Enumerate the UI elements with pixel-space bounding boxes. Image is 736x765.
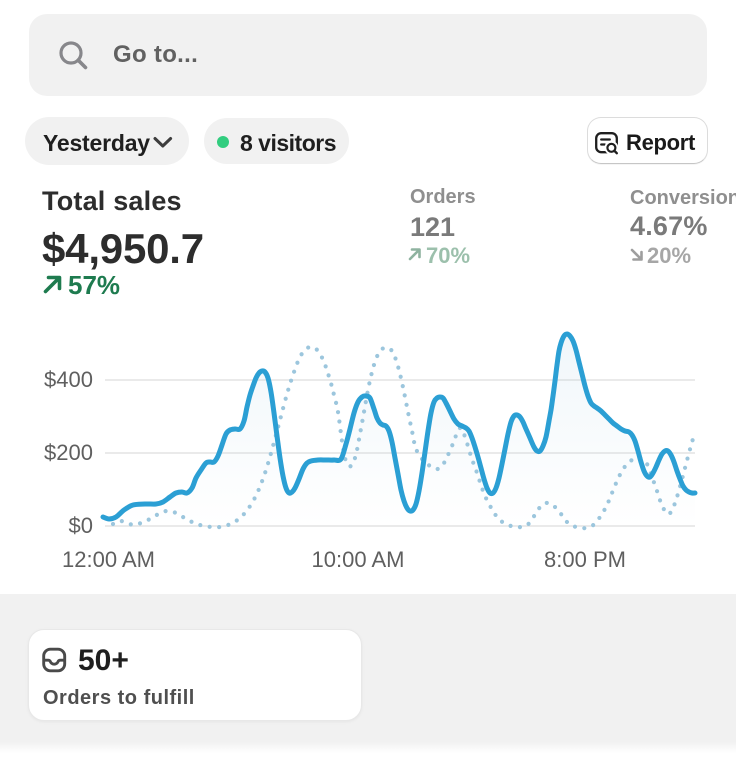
svg-text:$0: $0 [69, 513, 93, 538]
svg-text:8:00 PM: 8:00 PM [544, 547, 626, 572]
svg-text:$200: $200 [44, 440, 93, 465]
svg-text:12:00 AM: 12:00 AM [62, 547, 155, 572]
svg-text:$400: $400 [44, 367, 93, 392]
svg-text:10:00 AM: 10:00 AM [312, 547, 405, 572]
